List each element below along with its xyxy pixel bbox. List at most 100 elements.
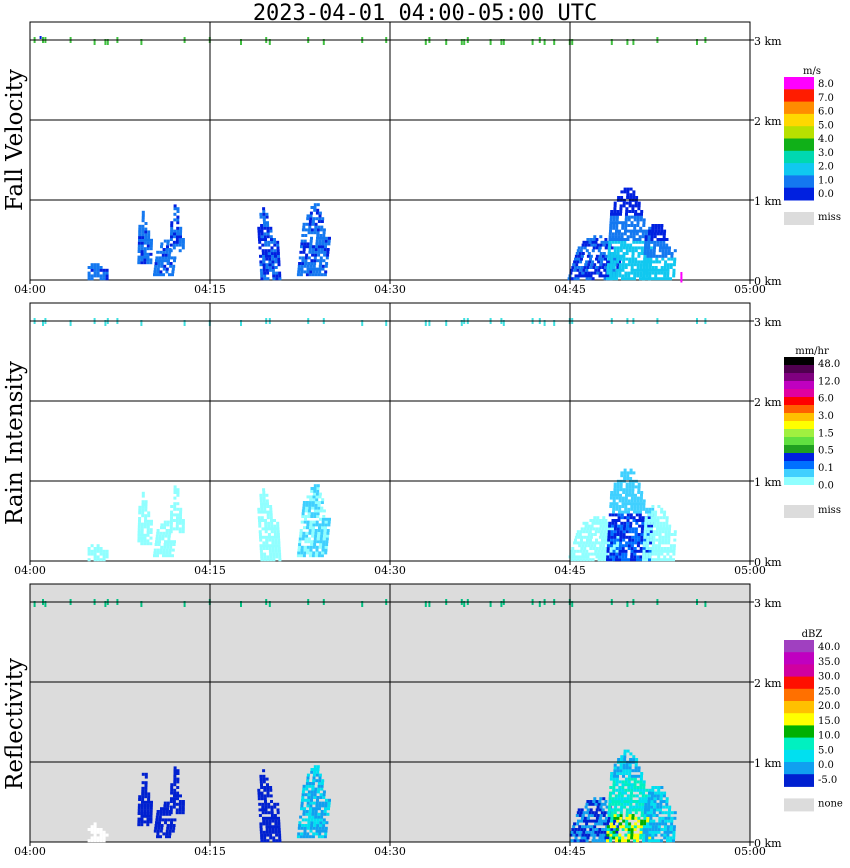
echo-cell [616,257,620,261]
echo-cell [601,828,605,831]
echo-cell [140,803,144,807]
noise-mark [502,320,505,326]
echo-cell [622,488,626,492]
echo-cell [650,513,654,517]
echo-cell [319,793,323,797]
echo-cell [633,496,637,500]
echo-cell [660,833,664,837]
echo-cell [266,833,270,837]
echo-cell [646,530,650,534]
echo-cell [138,236,142,239]
echo-cell [662,805,666,809]
echo-cell [609,268,613,272]
echo-cell [654,791,658,795]
echo-cell [164,259,167,263]
echo-cell [659,521,663,525]
echo-cell [146,247,150,251]
echo-cell [661,811,665,815]
echo-cell [265,257,269,261]
echo-cell [621,277,624,281]
echo-cell [672,828,676,831]
echo-cell [258,521,262,525]
echo-cell [262,493,266,497]
echo-cell [138,511,142,515]
echo-cell [620,513,624,517]
echo-cell [144,786,148,790]
echo-cell [327,807,330,811]
echo-cell [176,786,180,789]
echo-cell [616,530,620,534]
echo-cell [325,798,328,802]
noise-mark [571,601,574,607]
echo-cell [93,552,97,556]
echo-cell [628,210,632,213]
echo-cell [93,558,97,562]
echo-cell [621,791,624,795]
echo-cell [626,521,630,525]
echo-cell [318,242,322,246]
echo-cell [311,248,315,251]
echo-cell [141,505,145,509]
echo-cell [268,816,271,820]
echo-cell [258,530,262,534]
echo-cell [312,267,316,271]
echo-cell [157,543,161,546]
echo-cell [596,516,600,520]
echo-cell [269,788,273,792]
echo-cell [627,839,630,843]
echo-cell [599,533,603,536]
echo-cell [612,218,616,222]
echo-cell [653,805,657,809]
echo-cell [270,252,274,255]
echo-cell [320,506,324,510]
echo-cell [662,232,666,236]
echo-cell [591,811,595,815]
echo-cell [137,531,141,534]
echo-cell [263,271,267,275]
echo-cell [613,819,616,823]
echo-cell [586,238,590,241]
echo-cell [628,769,632,773]
echo-cell [303,245,306,249]
echo-cell [661,254,665,258]
echo-cell [310,824,314,827]
echo-cell [644,797,648,801]
colorbar-label: 1.5 [818,428,834,439]
echo-cell [647,238,651,241]
echo-cell [618,833,622,837]
echo-cell [325,517,328,521]
echo-cell [643,822,647,826]
echo-cell [653,797,657,801]
echo-cell [313,228,317,232]
echo-cell [264,530,268,534]
echo-cell [659,243,663,247]
echo-cell [624,266,628,269]
echo-cell [637,816,641,820]
echo-cell [149,531,153,534]
echo-cell [166,523,170,527]
echo-cell [258,814,262,817]
echo-cell [639,510,642,514]
echo-cell [613,772,617,775]
echo-cell [667,535,671,539]
echo-cell [604,527,608,531]
echo-cell [633,549,637,553]
echo-cell [615,218,619,222]
echo-cell [617,802,621,806]
echo-cell [140,522,144,526]
echo-cell [277,544,281,548]
echo-cell [277,830,281,834]
echo-cell [593,271,597,275]
echo-cell [620,802,624,806]
echo-cell [657,828,661,831]
echo-cell [273,814,277,817]
echo-cell [613,252,617,255]
echo-cell [667,252,671,255]
echo-cell [580,555,584,559]
echo-cell [176,229,180,233]
echo-cell [310,540,314,544]
echo-cell [627,544,631,548]
echo-cell [262,207,266,211]
echo-cell [314,253,318,257]
